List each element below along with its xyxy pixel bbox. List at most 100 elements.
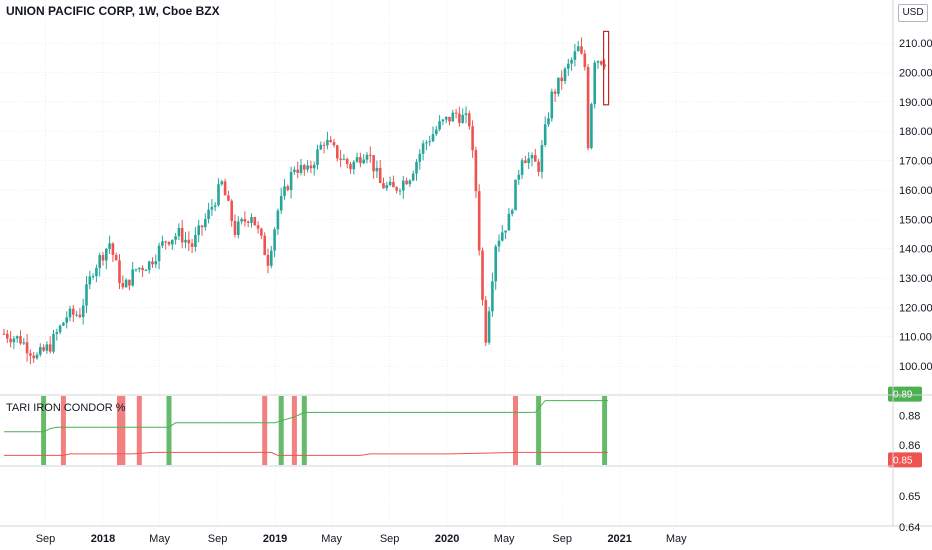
signal-bar — [291, 396, 297, 465]
price-tick-label: 210.00 — [899, 38, 932, 50]
time-tick-label: May — [149, 533, 170, 545]
candle-body — [12, 338, 16, 343]
candle-body — [190, 243, 194, 247]
candle-body — [583, 53, 587, 68]
candle-body — [230, 200, 233, 221]
candle-body — [266, 255, 270, 266]
candle-body — [58, 325, 62, 333]
candle-body — [233, 220, 237, 235]
candle-body — [392, 181, 395, 188]
candle-body — [171, 239, 174, 245]
price-tick-label: 140.00 — [899, 244, 932, 256]
candle-body — [411, 173, 415, 181]
candle-body — [510, 210, 514, 214]
candle-body — [425, 142, 428, 144]
candle-body — [530, 155, 534, 159]
candle-body — [55, 332, 59, 334]
candle-body — [326, 139, 329, 146]
time-tick-label: 2019 — [263, 533, 287, 545]
candle-body — [101, 255, 105, 261]
candle-body — [108, 243, 111, 249]
signal-bar — [278, 396, 284, 465]
grid — [0, 0, 893, 526]
price-tick-label: 100.00 — [899, 361, 932, 373]
signal-bar — [41, 396, 47, 465]
candle-body — [309, 165, 313, 169]
time-tick-label: Sep — [380, 533, 400, 545]
candle-body — [468, 113, 471, 127]
candle-body — [382, 183, 385, 189]
candle-body — [78, 314, 82, 318]
candle-body — [603, 64, 606, 67]
candle-body — [144, 270, 148, 272]
green-value-badge — [888, 386, 922, 402]
candle-body — [494, 246, 497, 282]
candle-body — [408, 180, 412, 185]
candle-body — [207, 209, 210, 220]
candle-body — [563, 68, 567, 82]
candle-body — [352, 161, 356, 170]
candle-body — [567, 63, 570, 69]
signal-bar — [301, 396, 307, 465]
indicator-pane: 0.890.85 — [4, 386, 922, 468]
candle-body — [210, 206, 214, 210]
candle-body — [322, 144, 326, 146]
candle-body — [332, 142, 336, 146]
candle-body — [451, 112, 455, 122]
candle-body — [164, 241, 167, 243]
candle-body — [35, 354, 39, 359]
candle-body — [111, 243, 115, 255]
candle-body — [359, 157, 362, 164]
signal-bar — [262, 396, 268, 465]
candle-body — [402, 180, 405, 191]
price-tick-label: 170.00 — [899, 156, 932, 168]
red-value-badge — [888, 452, 922, 468]
red-value-label: 0.85 — [893, 455, 913, 466]
candle-body — [596, 61, 600, 63]
candle-body — [197, 225, 200, 235]
candle-body — [161, 241, 164, 246]
candle-body — [398, 190, 402, 192]
candle-body — [167, 241, 171, 245]
candle-body — [147, 261, 151, 271]
signal-bar — [166, 396, 172, 465]
currency-button[interactable]: USD — [898, 4, 928, 22]
candle-body — [576, 46, 580, 52]
time-tick-label: 2021 — [607, 533, 631, 545]
candle-body — [187, 239, 191, 244]
candle-body — [547, 118, 550, 125]
candle-body — [299, 165, 303, 173]
candle-body — [477, 191, 481, 251]
candle-body — [504, 230, 507, 233]
candle-body — [105, 248, 108, 261]
candle-body — [237, 221, 240, 235]
candle-body — [385, 185, 389, 189]
candle-body — [22, 342, 26, 344]
candle-body — [421, 143, 425, 154]
candle-body — [246, 221, 250, 223]
candle-body — [312, 164, 316, 169]
candle-body — [296, 169, 299, 173]
signal-bar — [117, 396, 122, 465]
candle-body — [454, 112, 458, 114]
candle-body — [573, 51, 577, 60]
price-candles — [2, 30, 610, 365]
candle-body — [9, 338, 12, 343]
candle-body — [418, 153, 422, 162]
candle-body — [72, 308, 75, 315]
candle-body — [177, 227, 181, 237]
price-tick-label: 190.00 — [899, 97, 932, 109]
candle-body — [461, 115, 464, 123]
candle-body — [250, 217, 253, 223]
candle-body — [29, 353, 32, 356]
candle-body — [471, 126, 474, 151]
candle-body — [586, 67, 590, 149]
candle-body — [339, 158, 342, 160]
candle-body — [306, 165, 309, 170]
candle-body — [464, 113, 468, 116]
candle-body — [223, 181, 227, 196]
candle-body — [128, 279, 131, 286]
candle-body — [15, 336, 19, 339]
